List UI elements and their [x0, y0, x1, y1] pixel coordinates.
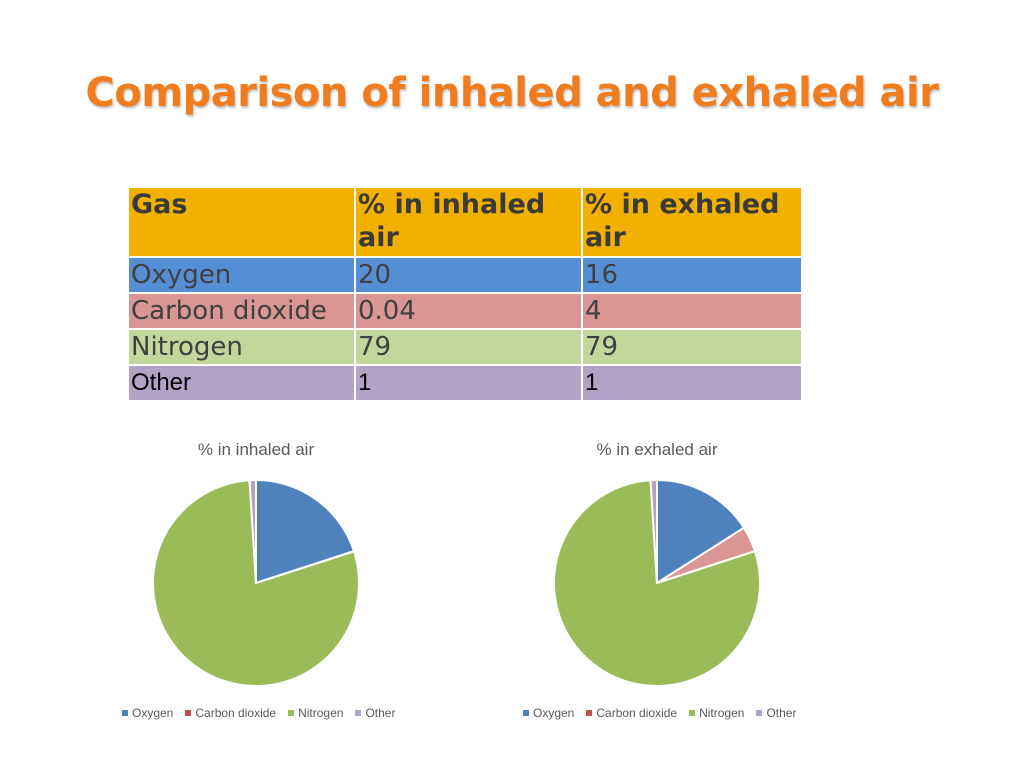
gas-comparison-table: Gas % in inhaled air % in exhaled air Ox…	[127, 186, 803, 402]
pie-slice-other	[649, 478, 658, 584]
cell-inhaled: 0.04	[354, 292, 583, 330]
legend-swatch	[689, 710, 696, 716]
legend-swatch	[586, 710, 593, 716]
legend-item: Other	[355, 706, 395, 720]
legend-label: Oxygen	[132, 706, 174, 720]
legend-item: Oxygen	[122, 706, 173, 720]
header-exhaled: % in exhaled air	[581, 186, 803, 258]
inhaled-chart-legend: Oxygen Carbon dioxide Nitrogen Other	[122, 706, 407, 720]
legend-swatch	[288, 710, 295, 716]
exhaled-chart-legend: Oxygen Carbon dioxide Nitrogen Other	[523, 706, 808, 720]
exhaled-pie-chart	[553, 478, 761, 687]
cell-inhaled: 1	[354, 364, 583, 402]
cell-gas: Carbon dioxide	[127, 292, 356, 330]
legend-swatch	[355, 710, 362, 716]
pie-slice-oxygen	[656, 478, 746, 585]
legend-item: Nitrogen	[689, 706, 744, 720]
legend-label: Other	[365, 706, 396, 720]
pie-slice-other	[248, 478, 257, 584]
table-row: Nitrogen 79 79	[127, 328, 803, 366]
slide-title: Comparison of inhaled and exhaled air	[85, 70, 939, 116]
legend-label: Oxygen	[533, 706, 575, 720]
cell-gas: Nitrogen	[127, 328, 356, 366]
legend-item: Nitrogen	[288, 706, 343, 720]
legend-label: Carbon dioxide	[195, 706, 277, 720]
inhaled-chart-title: % in inhaled air	[197, 440, 315, 459]
cell-exhaled: 16	[581, 256, 803, 294]
legend-item: Oxygen	[523, 706, 574, 720]
legend-item: Carbon dioxide	[185, 706, 276, 720]
table-row: Other 1 1	[127, 364, 803, 402]
exhaled-chart-title: % in exhaled air	[596, 440, 718, 459]
pie-slice-nitrogen	[553, 479, 761, 687]
table-header-row: Gas % in inhaled air % in exhaled air	[127, 186, 803, 258]
cell-inhaled: 20	[354, 256, 583, 294]
legend-swatch	[122, 710, 128, 716]
cell-gas: Oxygen	[127, 256, 356, 294]
header-gas: Gas	[127, 186, 356, 258]
legend-item: Carbon dioxide	[586, 706, 677, 720]
legend-swatch	[756, 710, 763, 716]
cell-inhaled: 79	[354, 328, 583, 366]
table-row: Carbon dioxide 0.04 4	[127, 292, 803, 330]
pie-slice-nitrogen	[152, 479, 360, 687]
legend-swatch	[185, 710, 192, 716]
inhaled-pie-chart	[152, 478, 360, 687]
cell-gas: Other	[127, 364, 356, 402]
pie-slice-oxygen	[255, 478, 356, 585]
cell-exhaled: 4	[581, 292, 803, 330]
legend-label: Nitrogen	[298, 706, 344, 720]
cell-exhaled: 1	[581, 364, 803, 402]
legend-label: Other	[766, 706, 797, 720]
legend-label: Carbon dioxide	[596, 706, 678, 720]
cell-exhaled: 79	[581, 328, 803, 366]
header-inhaled: % in inhaled air	[354, 186, 583, 258]
table-row: Oxygen 20 16	[127, 256, 803, 294]
legend-label: Nitrogen	[699, 706, 745, 720]
legend-item: Other	[756, 706, 796, 720]
legend-swatch	[523, 710, 529, 716]
